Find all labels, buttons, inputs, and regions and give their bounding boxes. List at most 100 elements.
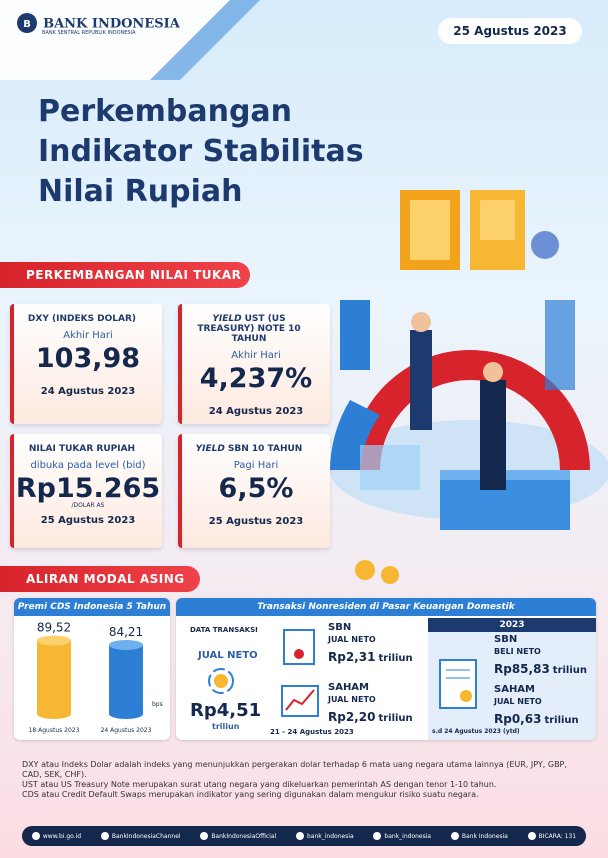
total-value: Rp4,51 <box>190 700 262 721</box>
item-value: Rp2,31 <box>328 650 376 664</box>
footer-icon <box>295 832 304 840</box>
card-label-text: SBN 10 TAHUN <box>227 444 303 454</box>
card-sublabel: Akhir Hari <box>231 350 281 361</box>
cds-date: 24 Agustus 2023 <box>101 727 152 734</box>
date: 25 Agustus 2023 <box>438 18 582 44</box>
card-sublabel: Akhir Hari <box>63 330 113 341</box>
footer-item: bank_indonesia <box>373 832 431 840</box>
note: CDS atau Credit Default Swaps merupakan … <box>22 790 479 799</box>
logo-sub: BANK SENTRAL REPUBLIK INDONESIA <box>42 30 136 36</box>
footer-item: bank_indonesia <box>295 832 354 840</box>
indicator-card: YIELD SBN 10 TAHUN Pagi Hari 6,5% 25 Agustus… <box>178 434 330 548</box>
card-value: Rp15.265 <box>15 473 161 504</box>
logo: B BANK INDONESIA BANK SENTRAL REPUBLIK I… <box>16 12 180 36</box>
item-name: SAHAM <box>494 684 536 695</box>
item-label: BELI NETO <box>494 647 541 656</box>
svg-text:B: B <box>23 19 31 30</box>
total-label: JUAL NETO <box>198 650 258 661</box>
footer-item: www.bi.go.id <box>31 832 82 840</box>
title-line: Indikator Stabilitas <box>38 134 364 169</box>
footer-text: BankIndonesiaOfficial <box>211 832 277 840</box>
note: DXY atau Indeks Dolar adalah indeks yang… <box>22 760 567 779</box>
item-unit: triliun <box>544 715 579 726</box>
item-value-row: Rp2,31 triliun <box>328 646 413 665</box>
cds-title: Premi CDS Indonesia 5 Tahun <box>14 598 170 616</box>
footer: www.bi.go.id BankIndonesiaChannel BankIndo… <box>22 826 586 846</box>
item-value-row: Rp85,83 triliun <box>494 658 587 677</box>
cds-box: Premi CDS Indonesia 5 Tahun 89,52 18 Agus… <box>14 598 170 740</box>
card-label: DXY (INDEKS DOLAR) <box>14 314 162 324</box>
rp-icon <box>208 668 234 694</box>
card-sublabel: dibuka pada level (bid) <box>30 460 146 471</box>
cylinder-body <box>109 644 143 714</box>
section-heading: ALIRAN MODAL ASING <box>0 566 200 592</box>
item-unit: triliun <box>378 713 413 724</box>
card-unit: /DOLAR AS <box>71 502 105 509</box>
logo-icon: B <box>17 13 37 33</box>
card-label-em: YIELD <box>212 314 242 324</box>
item-value-row: Rp2,20 triliun <box>328 706 413 725</box>
footer-icon <box>200 832 209 840</box>
footer-icon <box>373 832 382 840</box>
item-name: SBN <box>494 634 518 645</box>
card-label: NILAI TUKAR RUPIAH <box>14 444 162 454</box>
cylinder <box>109 639 143 719</box>
card-label: YIELD SBN 10 TAHUN <box>182 444 330 454</box>
cds-unit: bps <box>152 701 163 708</box>
card-label: YIELD UST (US TREASURY) NOTE 10 TAHUN <box>182 314 330 344</box>
footer-text: bank_indonesia <box>384 832 432 840</box>
footer-text: BICARA: 131 <box>538 832 577 840</box>
footer-text: Bank Indonesia <box>461 832 508 840</box>
cds-value-label: 89,52 <box>37 621 71 635</box>
item-label: JUAL NETO <box>328 695 376 704</box>
title-line: Perkembangan <box>38 94 293 129</box>
indicator-card: YIELD UST (US TREASURY) NOTE 10 TAHUN Akhi… <box>178 304 330 424</box>
item-unit: triliun <box>378 653 413 664</box>
card-label-text: UST (US TREASURY) NOTE 10 TAHUN <box>197 314 301 344</box>
footer-item: BICARA: 131 <box>527 832 577 840</box>
card-date: 24 Agustus 2023 <box>40 386 136 397</box>
cds-date: 18 Agustus 2023 <box>29 727 80 734</box>
footer-item: Bank Indonesia <box>450 832 508 840</box>
item-label: JUAL NETO <box>328 635 376 644</box>
cylinder-top <box>109 639 143 650</box>
footer-text: bank_indonesia <box>306 832 354 840</box>
card-label-text: DXY (INDEKS DOLAR) <box>27 314 137 324</box>
footer-icon <box>31 832 40 840</box>
item-label: JUAL NETO <box>494 697 542 706</box>
cylinder-top <box>37 635 71 646</box>
ytd-year: 2023 <box>428 618 596 632</box>
logo-text: BANK INDONESIA <box>43 16 180 32</box>
card-label-text: NILAI TUKAR RUPIAH <box>28 444 136 454</box>
cds-value-label: 84,21 <box>109 625 143 639</box>
card-date: 25 Agustus 2023 <box>208 516 304 527</box>
footer-item: BankIndonesiaOfficial <box>200 832 276 840</box>
indicator-card: NILAI TUKAR RUPIAH dibuka pada level (bid… <box>10 434 162 548</box>
period: 21 - 24 Agustus 2023 <box>270 728 354 736</box>
footer-icon <box>450 832 459 840</box>
section-heading: PERKEMBANGAN NILAI TUKAR <box>0 262 250 288</box>
footer-icon <box>527 832 536 840</box>
footer-icon <box>100 832 109 840</box>
item-value-row: Rp0,63 triliun <box>494 708 579 727</box>
footer-text: www.bi.go.id <box>42 832 82 840</box>
notes: DXY atau Indeks Dolar adalah indeks yang… <box>22 760 582 800</box>
transactions-title: Transaksi Nonresiden di Pasar Keuangan D… <box>176 598 596 616</box>
doc-icon <box>439 659 477 709</box>
title-line: Nilai Rupiah <box>38 174 243 209</box>
data-label: DATA TRANSAKSI <box>190 626 258 634</box>
card-date: 25 Agustus 2023 <box>40 515 136 526</box>
cylinder <box>37 635 71 719</box>
item-value: Rp2,20 <box>328 710 376 724</box>
cds-chart: 89,52 18 Agustus 2023 84,21 24 Agustus 2023… <box>29 621 163 734</box>
card-date: 24 Agustus 2023 <box>208 406 304 417</box>
item-value: Rp0,63 <box>494 712 542 726</box>
indicator-card: DXY (INDEKS DOLAR) Akhir Hari 103,98 24 Agu… <box>10 304 162 424</box>
card-sublabel: Pagi Hari <box>233 460 279 471</box>
item-name: SBN <box>328 622 352 633</box>
item-icons <box>281 629 319 717</box>
item-name: SAHAM <box>328 682 370 693</box>
ytd-period: s.d 24 Agustus 2023 (ytd) <box>432 728 520 735</box>
